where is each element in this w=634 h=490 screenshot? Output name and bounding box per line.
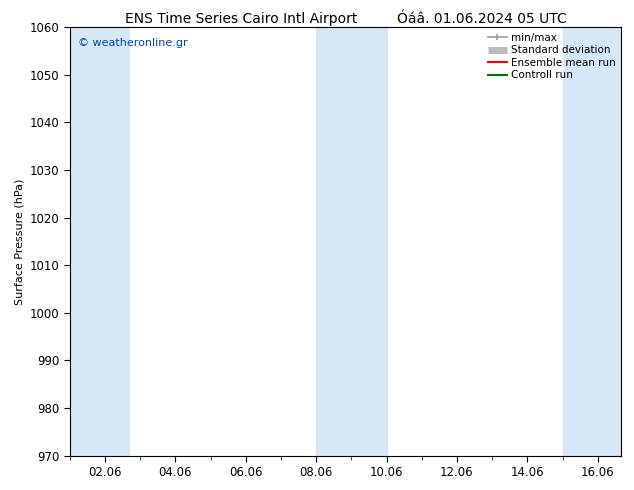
Text: © weatheronline.gr: © weatheronline.gr [78,38,188,48]
Text: ENS Time Series Cairo Intl Airport: ENS Time Series Cairo Intl Airport [125,12,357,26]
Y-axis label: Surface Pressure (hPa): Surface Pressure (hPa) [14,178,24,304]
Bar [70,27,129,456]
Legend: min/max, Standard deviation, Ensemble mean run, Controll run: min/max, Standard deviation, Ensemble me… [484,28,620,85]
Text: Óáâ. 01.06.2024 05 UTC: Óáâ. 01.06.2024 05 UTC [397,12,567,26]
Bar [316,27,387,456]
Bar [562,27,621,456]
